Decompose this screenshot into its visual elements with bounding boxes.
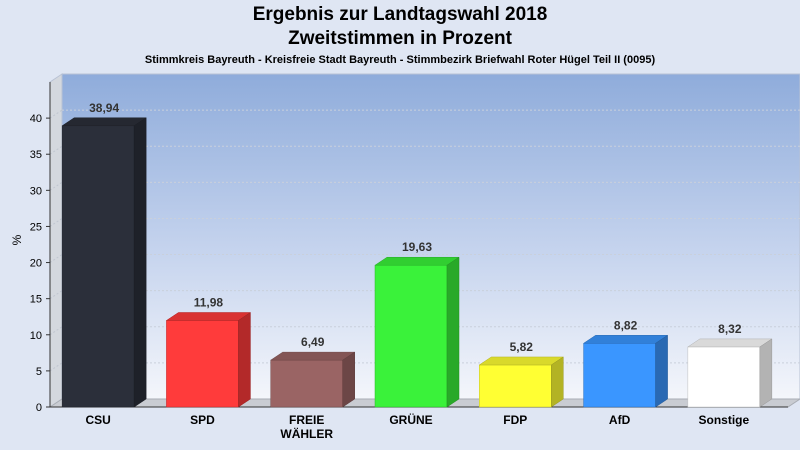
bar-side bbox=[759, 338, 773, 408]
y-tick-label: 5 bbox=[36, 366, 42, 378]
gridline-side bbox=[49, 181, 63, 191]
y-tick-label: 10 bbox=[30, 330, 42, 342]
bar-top bbox=[687, 338, 773, 348]
y-tick-label: 15 bbox=[30, 294, 42, 306]
gridline-side bbox=[49, 218, 63, 227]
bar-side bbox=[342, 351, 355, 408]
x-tick-label: FDP bbox=[503, 413, 527, 427]
x-tick-label: AfD bbox=[609, 413, 631, 427]
chart-subtitle: Zweitstimmen in Prozent bbox=[288, 28, 512, 49]
bar-side bbox=[655, 334, 668, 408]
bar-top bbox=[165, 312, 252, 321]
chart-title: Ergebnis zur Landtagswahl 2018 bbox=[252, 4, 548, 25]
x-tick-label: GRÜNE bbox=[389, 412, 432, 427]
x-tick-label: CSU bbox=[85, 413, 110, 427]
bar-freie-wähler bbox=[269, 351, 356, 408]
bar-value-label: 8,32 bbox=[718, 322, 742, 336]
gridline-side bbox=[49, 362, 63, 372]
bar-front bbox=[687, 346, 761, 408]
bar-top bbox=[374, 256, 460, 266]
gridline-side bbox=[49, 290, 63, 300]
bar-fdp bbox=[478, 356, 565, 408]
plot-side-wall bbox=[49, 73, 63, 408]
bar-front bbox=[583, 343, 656, 408]
bar-value-label: 19,63 bbox=[402, 240, 432, 254]
y-tick-label: 25 bbox=[30, 221, 42, 233]
gridline-side bbox=[49, 254, 63, 263]
bar-front bbox=[270, 359, 343, 408]
bar-side bbox=[551, 356, 564, 408]
gridline-side bbox=[49, 109, 63, 119]
bar-spd bbox=[165, 312, 252, 408]
gridline-side bbox=[49, 326, 63, 336]
x-tick-label: Sonstige bbox=[699, 413, 750, 427]
bar-front bbox=[479, 364, 552, 408]
bar-top bbox=[478, 356, 565, 366]
bar-value-label: 11,98 bbox=[194, 295, 224, 309]
bar-side bbox=[446, 256, 460, 408]
y-tick-label: 30 bbox=[30, 185, 42, 197]
chart-district-subtitle: Stimmkreis Bayreuth - Kreisfreie Stadt B… bbox=[144, 54, 656, 66]
gridline-side bbox=[49, 145, 63, 155]
y-tick-label: 0 bbox=[36, 402, 42, 414]
bar-value-label: 6,49 bbox=[301, 335, 325, 349]
bar-value-label: 38,94 bbox=[89, 101, 119, 115]
y-tick-label: 40 bbox=[30, 113, 42, 125]
bar-side bbox=[133, 117, 147, 408]
bar-afd bbox=[582, 334, 669, 408]
bar-value-label: 5,82 bbox=[510, 340, 534, 354]
bar-front bbox=[374, 264, 448, 408]
bar-top bbox=[582, 335, 669, 344]
x-tick-label: FREIE bbox=[289, 413, 324, 427]
y-tick-label: 20 bbox=[30, 258, 42, 270]
bar-top bbox=[61, 117, 147, 127]
bar-grüne bbox=[374, 256, 460, 408]
y-tick-label: 35 bbox=[30, 149, 42, 161]
y-axis-label: % bbox=[10, 234, 24, 245]
bar-front bbox=[61, 125, 135, 408]
bar-csu bbox=[61, 117, 147, 408]
bar-front bbox=[166, 320, 239, 408]
bar-side bbox=[238, 312, 251, 408]
x-tick-label: SPD bbox=[190, 413, 215, 427]
x-tick-label: WÄHLER bbox=[280, 426, 333, 441]
bar-value-label: 8,82 bbox=[614, 318, 638, 332]
bar-sonstige bbox=[687, 338, 773, 408]
bar-top bbox=[269, 351, 356, 361]
